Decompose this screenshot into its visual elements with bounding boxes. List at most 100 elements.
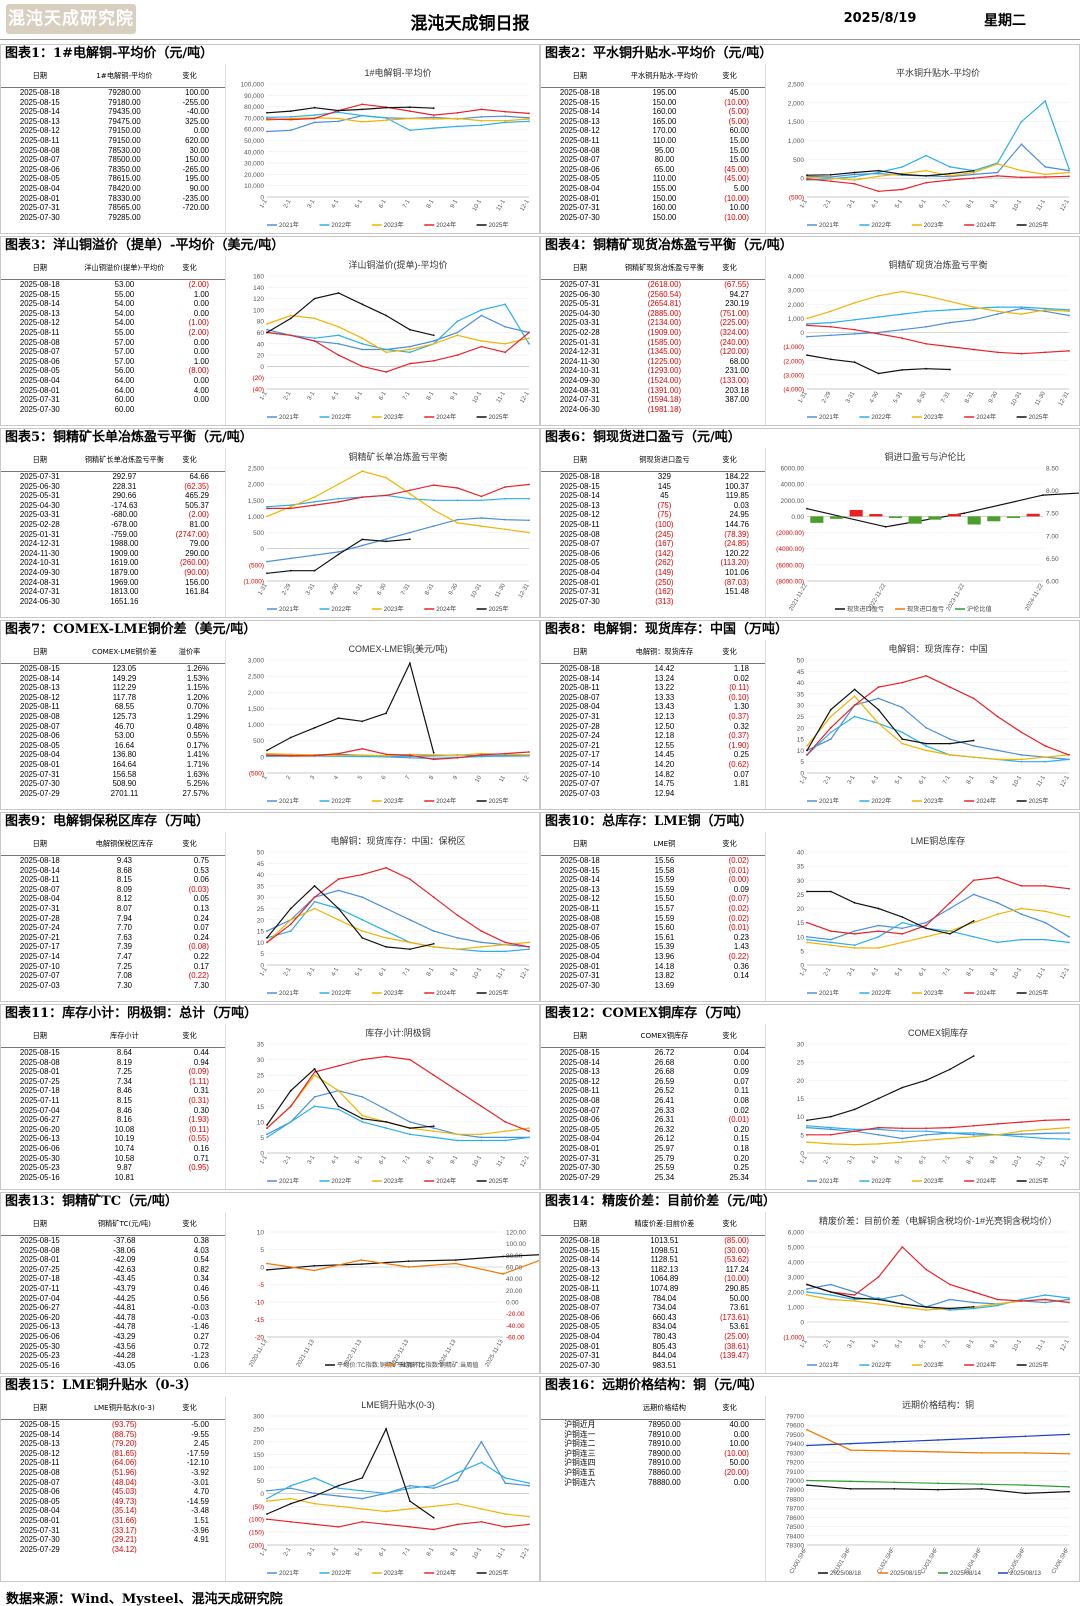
- y-tick-label: 15: [797, 920, 805, 927]
- table-cell: 0.20: [733, 1124, 749, 1134]
- table-cell: 沪铜近月: [564, 1420, 596, 1429]
- data-point: [925, 310, 927, 313]
- data-point: [528, 1127, 530, 1129]
- column-header: 变化: [722, 262, 737, 272]
- y-tick-label: (500): [249, 771, 264, 778]
- series-line: [266, 538, 410, 574]
- data-point: [289, 1497, 292, 1500]
- table-cell: 2025-08-11: [20, 1458, 60, 1468]
- table-row: 2025-08-06 65.00 (45.00): [541, 165, 765, 175]
- data-point: [480, 309, 483, 311]
- panel-title: 图表8：电解铜：现货库存：中国（万吨）: [545, 622, 789, 637]
- table-cell: 784.04: [652, 1293, 677, 1303]
- x-tick-label: 2-1: [283, 1546, 293, 1557]
- legend-entry: 2021年: [279, 797, 299, 805]
- data-point: [385, 117, 387, 119]
- table-cell: (78.39): [724, 529, 749, 539]
- x-tick-label: 1-1: [259, 390, 269, 401]
- data-point: [409, 362, 411, 365]
- data-point: [385, 907, 387, 910]
- data-point: [385, 476, 387, 479]
- table-cell: 0.00: [193, 395, 209, 405]
- table-cell: -43.05: [113, 1360, 136, 1370]
- data-point: [504, 497, 507, 500]
- data-point: [289, 1502, 292, 1505]
- table-cell: 2025-08-13: [559, 500, 600, 510]
- table-row: 2025-08-14 1128.51 (53.62): [541, 1255, 765, 1265]
- data-point: [289, 505, 292, 508]
- y-tick-label: (2,000): [783, 358, 804, 365]
- data-point: [853, 173, 856, 176]
- x-tick-label: 11-1: [496, 198, 507, 212]
- series-line: [806, 354, 950, 375]
- table-row: 2025-08-15 15.58 (0.01): [541, 866, 765, 876]
- table-row: 沪铜连三 78900.00 (10.00): [541, 1449, 765, 1459]
- y-tick-label: 10,000: [244, 183, 264, 190]
- table-cell: 156.58: [112, 769, 137, 779]
- x-tick-label: 1-1: [259, 198, 269, 209]
- table-cell: 2025-07-17: [559, 750, 600, 760]
- table-cell: 2025-07-29: [19, 1544, 60, 1554]
- data-point: [980, 1437, 983, 1439]
- table-cell: 2025-08-06: [19, 164, 60, 174]
- x-tick-label: 5: [357, 774, 364, 780]
- table-cell: -720.00: [182, 203, 209, 213]
- table-cell: 2025-08-05: [559, 174, 600, 184]
- data-table: 日期 铜精矿现货冶炼盈亏平衡 变化 2025-07-31 (2618.00) (67.55…: [541, 256, 766, 425]
- data-point: [409, 531, 411, 534]
- chart-area: 库存小计:阴极铜 0 5 10 15 20 25 30 35 1-1 2-1 3-1 4-1 5-1 6-1…: [227, 1024, 539, 1189]
- series-line: [266, 1461, 530, 1500]
- data-point: [853, 901, 856, 904]
- table-cell: 2025-08-05: [19, 740, 60, 750]
- table-row: 2025-07-07 7.08 (0.22): [1, 971, 225, 981]
- table-cell: (0.02): [728, 856, 749, 865]
- x-tick-label: 12-1: [1060, 1338, 1072, 1352]
- table-cell: 0.82: [193, 1264, 209, 1274]
- table-cell: 2025-08-01: [19, 1515, 60, 1525]
- data-point: [266, 1518, 268, 1521]
- data-point: [853, 333, 856, 335]
- table-cell: 10.58: [114, 1153, 135, 1163]
- data-point: [853, 944, 856, 947]
- data-point: [1020, 1130, 1023, 1133]
- column-header: 日期: [32, 838, 47, 848]
- data-point: [1068, 310, 1070, 313]
- table-row: 2025-07-24 7.70 0.07: [1, 923, 225, 933]
- table-cell: 2025-07-28: [19, 913, 60, 923]
- y-tick-label: 78400: [786, 1533, 804, 1540]
- table-cell: 2025-07-28: [559, 721, 600, 731]
- data-point: [853, 179, 856, 181]
- column-header: 日期: [32, 262, 47, 272]
- data-point: [877, 947, 880, 949]
- table-row: 2025-08-11 (64.06) -12.10: [1, 1458, 225, 1468]
- table-row: 2025-08-14 13.24 0.02: [541, 674, 765, 684]
- y-tick-label: -10: [255, 1300, 265, 1307]
- table-cell: 151.48: [725, 587, 749, 597]
- table-cell: 231.00: [725, 366, 749, 376]
- table-cell: 101.06: [725, 567, 749, 577]
- legend-entry: 2025年: [1029, 797, 1049, 805]
- table-cell: -12.10: [186, 1458, 209, 1468]
- data-point: [877, 686, 880, 688]
- table-cell: 1074.89: [650, 1283, 679, 1293]
- table-cell: 2025-07-18: [19, 1274, 60, 1284]
- y-tick-label: 79600: [786, 1423, 804, 1430]
- table-cell: 64.00: [114, 375, 135, 385]
- table-row: 2025-08-18 15.56 (0.02): [541, 856, 765, 866]
- data-point: [361, 103, 364, 106]
- data-point: [432, 942, 435, 945]
- table-row: 2025-07-30 150.00 (10.00): [541, 213, 765, 223]
- table-cell: 0.07: [733, 1076, 749, 1086]
- data-point: [1020, 169, 1023, 172]
- data-point: [853, 1298, 856, 1301]
- table-row: 2025-08-12 (81.65) -17.59: [1, 1449, 225, 1459]
- data-point: [409, 1500, 411, 1502]
- table-row: 2025-08-12 26.59 0.07: [541, 1077, 765, 1087]
- x-tick-label: 9: [452, 774, 459, 780]
- table-cell: (0.08): [188, 942, 209, 952]
- table-cell: 145: [657, 481, 671, 491]
- table-row: 2024-11-30 1909.00 290.00: [1, 549, 225, 559]
- table-row: 2025-08-12 1064.89 (10.00): [541, 1274, 765, 1284]
- table-row: 2025-08-12 54.00 (1.00): [1, 318, 225, 328]
- y-tick-label: 80,000: [244, 104, 264, 111]
